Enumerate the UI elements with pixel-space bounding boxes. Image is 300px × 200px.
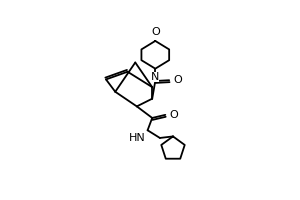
Text: HN: HN [129,133,146,143]
Text: O: O [173,75,182,85]
Text: N: N [151,72,160,82]
Text: O: O [151,27,160,37]
Text: O: O [169,110,178,120]
